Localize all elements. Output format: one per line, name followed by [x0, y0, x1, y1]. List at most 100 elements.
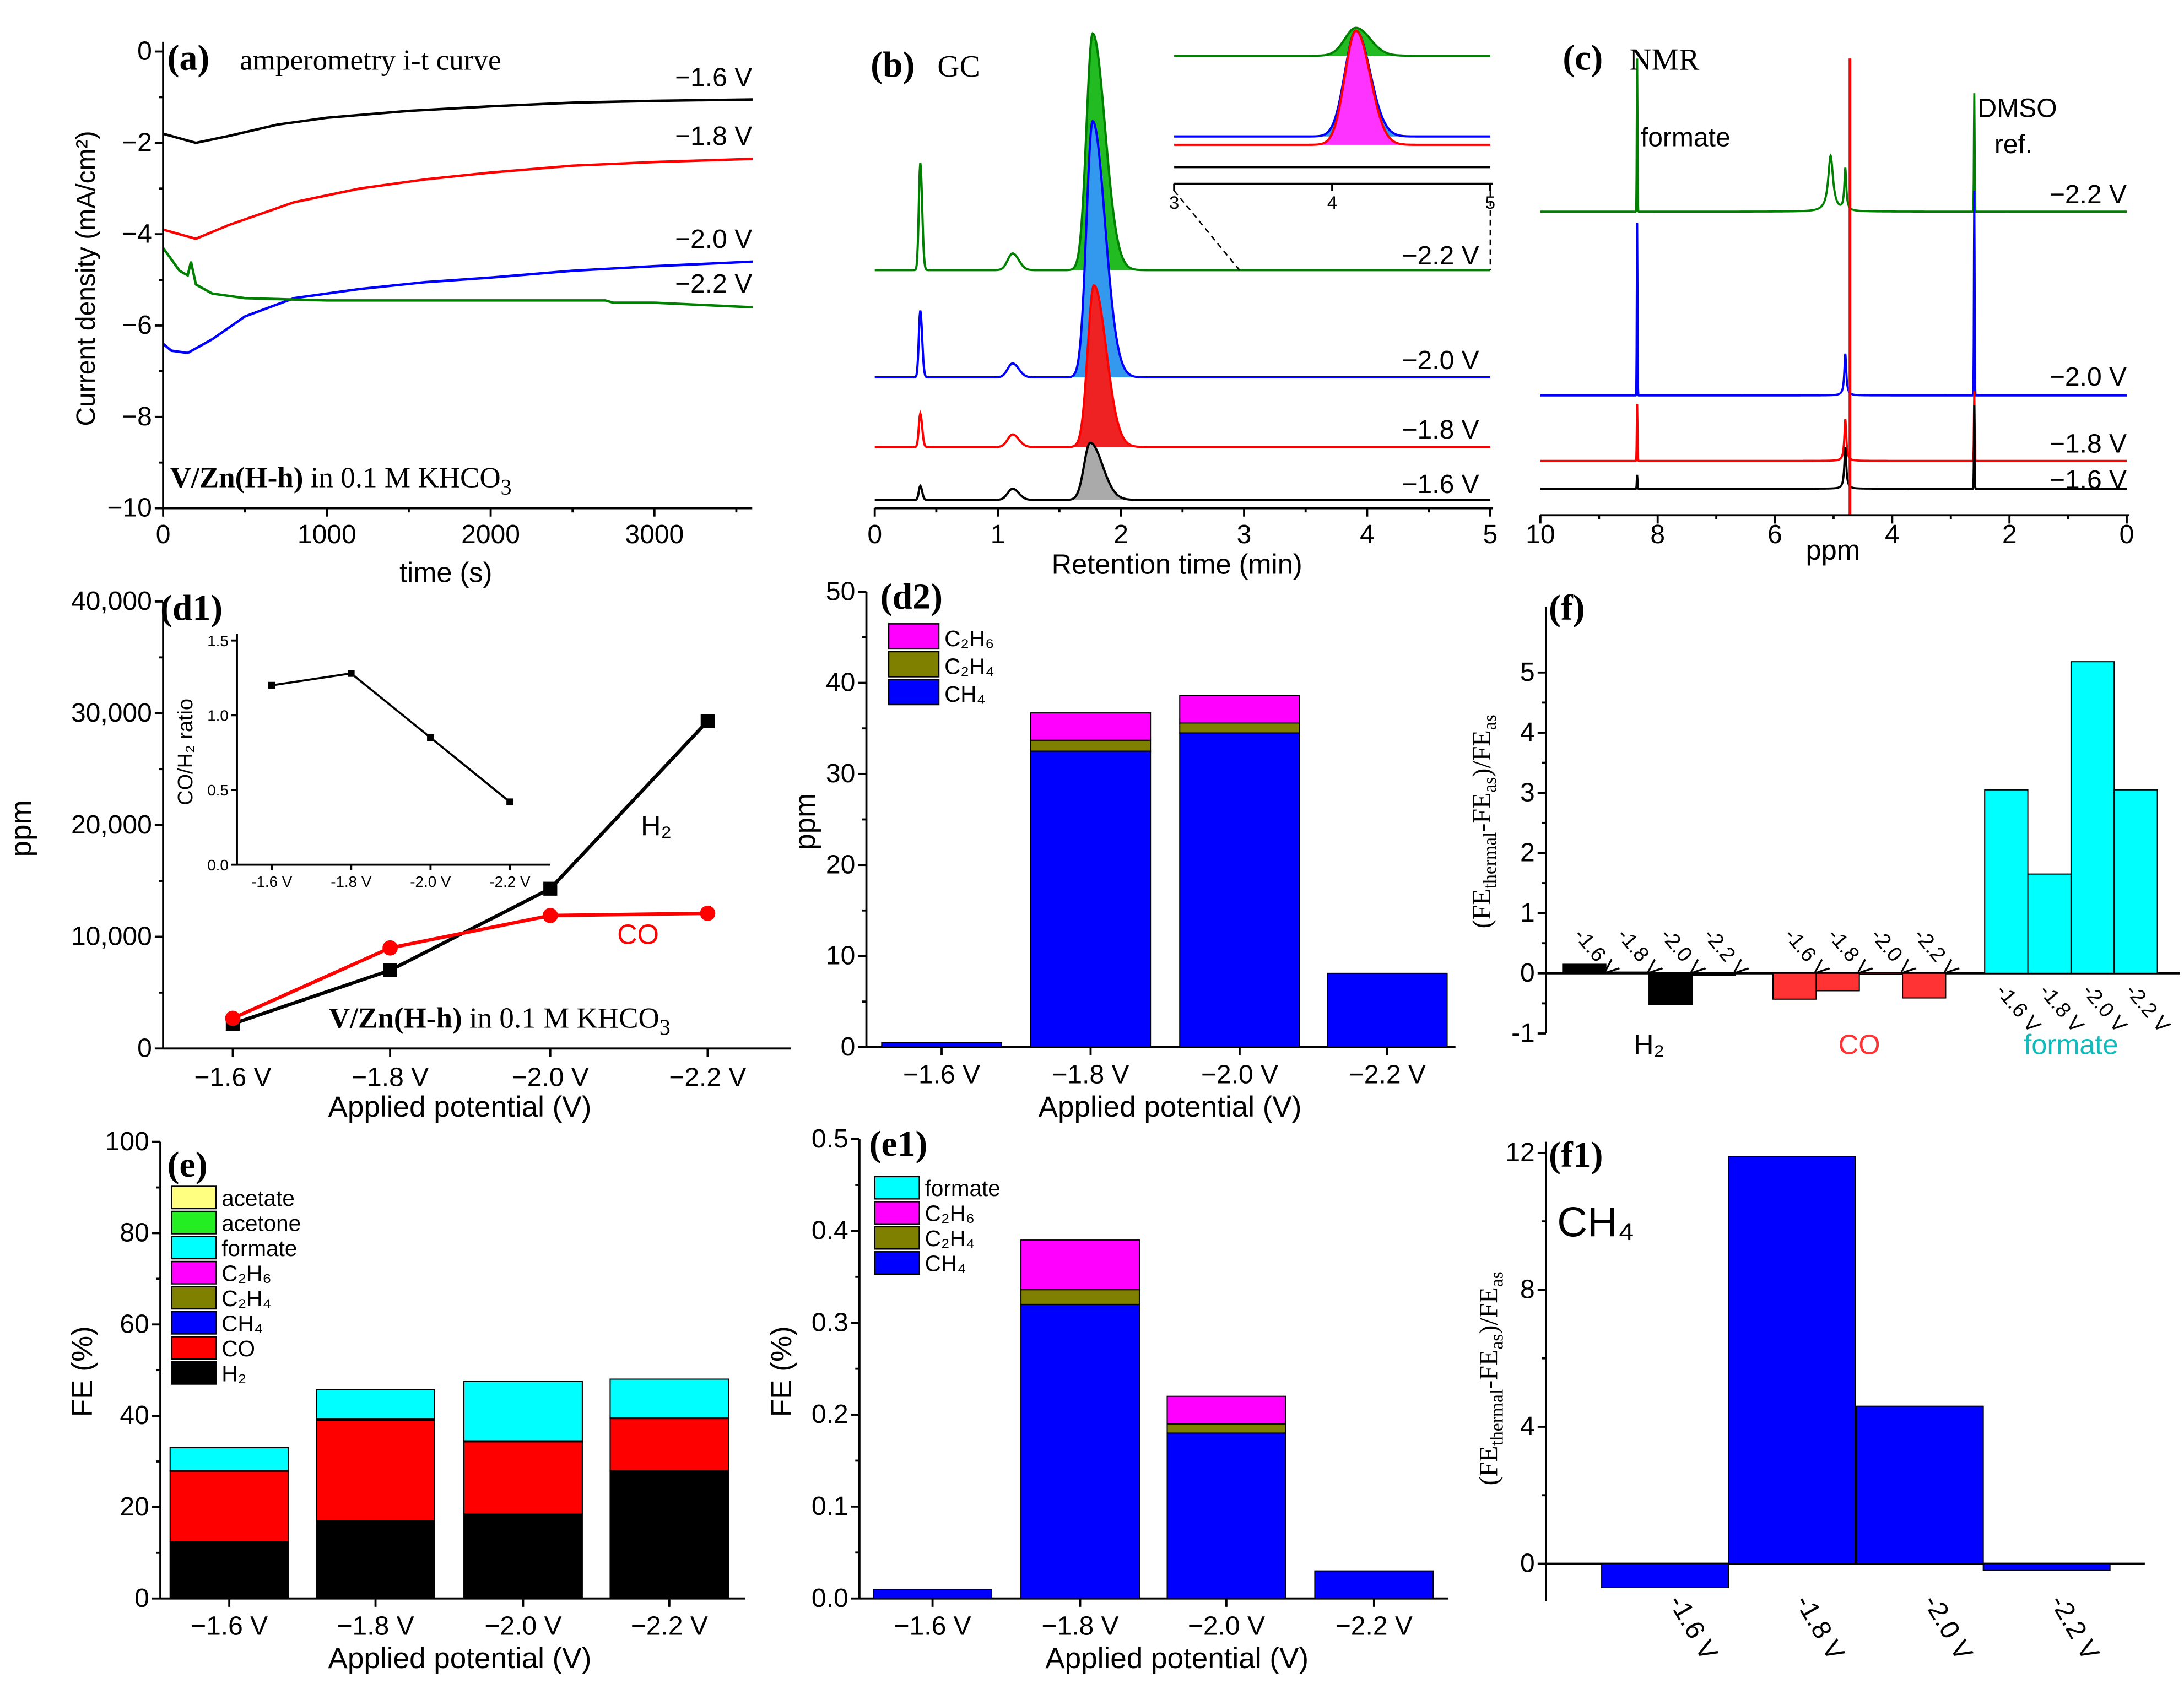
panel-a-y-tick-label: −6 [122, 311, 152, 340]
panel-e1-bar-segment [1166, 1395, 1286, 1425]
panel-e1-x-tick-label: −2.2 V [1336, 1611, 1413, 1641]
panel-d2-y-tick-label: 40 [826, 668, 855, 697]
panel-b-series-label: −2.2 V [1402, 241, 1479, 270]
panel-d1-sample-label: V/Zn(H-h) in 0.1 M KHCO3 [329, 1002, 671, 1040]
panel-a-title: amperometry i-t curve [240, 44, 501, 76]
panel-e1-y-tick-label: 0.4 [812, 1216, 848, 1246]
panel-a-x-tick-label: 3000 [625, 520, 684, 549]
panel-f1-label: (f1) [1549, 1135, 1603, 1175]
panel-c-series-label: −2.0 V [2050, 362, 2127, 392]
panel-e1-legend-label: C₂H₄ [925, 1226, 975, 1251]
panel-e1-legend-swatch [874, 1176, 920, 1200]
panel-d1-inset-line [271, 672, 511, 803]
panel-b-title: GC [937, 50, 980, 84]
panel-e-x-label: Applied potential (V) [328, 1642, 592, 1675]
panel-e-y-label: FE (%) [66, 1326, 99, 1417]
panel-d1-x-label: Applied potential (V) [328, 1091, 592, 1123]
panel-e-x-tick-label: −2.0 V [484, 1611, 561, 1641]
panel-a-curve [163, 98, 753, 144]
panel-f1-y-tick-label: 8 [1520, 1275, 1535, 1304]
panel-e-legend-label: CH₄ [221, 1311, 263, 1336]
panel-a-series-label: −2.2 V [675, 269, 752, 299]
panel-e1-bar-segment [1166, 1423, 1286, 1434]
panel-c-title: NMR [1630, 42, 1700, 77]
panel-f1-bar [1601, 1563, 1729, 1589]
panel-a-series-label: −2.0 V [675, 225, 752, 254]
panel-b-x-tick-label: 1 [991, 520, 1005, 549]
panel-b-trace [874, 284, 1490, 448]
panel-e-y-tick-label: 80 [120, 1219, 149, 1248]
panel-b-trace [874, 120, 1490, 379]
panel-e-y-tick-label: 40 [120, 1401, 149, 1430]
panel-a-sample-label: V/Zn(H-h) in 0.1 M KHCO3 [170, 462, 512, 500]
panel-d1-inset-marker [347, 670, 355, 677]
panel-e1-x-tick-label: −2.0 V [1188, 1611, 1265, 1641]
panel-f1-bar [1728, 1156, 1856, 1565]
panel-e1-legend-swatch [874, 1226, 920, 1250]
panel-d2-bar-segment [1030, 750, 1152, 1048]
panel-b-trace [874, 441, 1490, 501]
panel-d2-bar-segment [1179, 722, 1300, 734]
panel-d1-inset-x-tick-label: -1.8 V [331, 873, 372, 890]
panel-a-y-label: Current density (mA/cm²) [72, 131, 101, 426]
panel-f1-y-tick-label: 0 [1520, 1549, 1535, 1578]
panel-e-legend-swatch [170, 1210, 217, 1235]
panel-f1-bar [1982, 1563, 2111, 1571]
panel-e-bar-segment [463, 1381, 583, 1442]
panel-f-bar [1772, 972, 1817, 1000]
panel-a-curve [162, 247, 753, 309]
panel-b-peak-fill [1066, 442, 1158, 500]
panel-c-dmso-label: DMSO [1978, 94, 2057, 123]
panel-e-legend-swatch [170, 1236, 217, 1260]
panel-a-label: (a) [167, 37, 210, 78]
panel-e1-y-tick-label: 0.3 [812, 1308, 848, 1337]
panel-d2-label: (d2) [880, 577, 943, 617]
panel-e1-legend-swatch [874, 1251, 920, 1275]
panel-a-series-label: −1.6 V [675, 63, 752, 93]
panel-f-y-tick-label: 0 [1520, 959, 1535, 988]
panel-e-legend-label: formate [221, 1236, 297, 1261]
panel-e1-legend-label: C₂H₆ [925, 1201, 975, 1226]
panel-c-formate-label: formate [1641, 123, 1731, 152]
panel-d1-marker [383, 963, 397, 977]
panel-c-traces [1540, 58, 2127, 490]
panel-b-x-tick-label: 4 [1360, 520, 1375, 549]
panel-c-x-tick-label: 10 [1526, 520, 1555, 549]
panel-e-legend-swatch [170, 1361, 217, 1385]
panel-d2-legend-label: C₂H₄ [944, 653, 994, 679]
panel-b-trace [874, 31, 1490, 272]
panel-e-y-tick-label: 20 [120, 1492, 149, 1522]
panel-d1-x-tick-label: −1.8 V [352, 1063, 429, 1092]
panel-d1-inset-y-tick-label: 0.0 [207, 857, 229, 874]
panel-c-x-tick-label: 0 [2120, 520, 2134, 549]
panel-d1-y-tick-label: 0 [137, 1033, 152, 1063]
panel-e1-bar-segment [873, 1589, 993, 1599]
panel-e1-bar-segment [1020, 1303, 1140, 1599]
panel-e-bar-segment [463, 1441, 583, 1515]
panel-e1-legend-label: CH₄ [925, 1251, 966, 1276]
panel-e-legend-swatch [170, 1260, 217, 1285]
panel-d2-y-tick-label: 20 [826, 850, 855, 879]
panel-d2-legend-label: CH₄ [944, 681, 986, 707]
panel-f1-x-tick-label: -2.2 V [2044, 1590, 2105, 1665]
panel-d1-marker [543, 881, 558, 896]
panel-b-inset-trace [1174, 26, 1490, 57]
panel-d1-inset-y-tick-label: 1.0 [207, 707, 229, 724]
panel-f-bar [1648, 972, 1693, 1005]
panel-f1-x-tick-label: -1.6 V [1663, 1590, 1723, 1665]
panel-e1-bar-segment [1020, 1239, 1140, 1291]
panel-d1-inset-marker [427, 734, 434, 741]
panel-d2-legend-swatch [888, 623, 940, 650]
panel-d1-line [232, 719, 709, 1026]
panel-d1-inset-marker [506, 798, 513, 806]
panel-e1-y-tick-label: 0.2 [812, 1400, 848, 1429]
panel-e1-y-label: FE (%) [765, 1326, 798, 1417]
panel-d1-marker [225, 1010, 241, 1026]
panel-e-legend-swatch [170, 1336, 217, 1360]
panel-f-bar [1562, 963, 1607, 974]
panel-f-bar [2070, 661, 2115, 974]
panel-a-series-label: −1.8 V [675, 122, 752, 151]
panel-d2-legend-label: C₂H₆ [944, 626, 994, 651]
panel-c-x-tick-label: 2 [2002, 520, 2017, 549]
